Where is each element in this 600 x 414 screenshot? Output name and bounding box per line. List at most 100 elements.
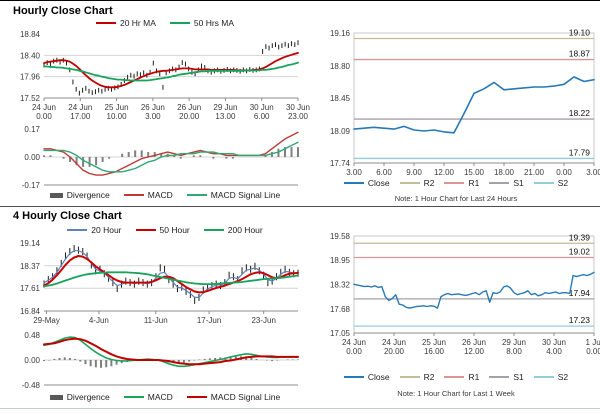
y-tick-label: 18.84 [20,30,41,39]
legend-line-swatch [489,182,510,184]
x-tick-label: 18.00 [494,168,515,177]
plot-frame [353,235,595,334]
series-macd [43,336,299,368]
legend-item: MACD Signal Line [186,190,281,200]
legend-line-swatch [444,182,465,184]
legend-item: R1 [444,178,479,188]
plot-frame [353,32,595,164]
legend-item: R1 [444,372,479,382]
y-tick-label: 17.52 [20,94,41,103]
x-tick-label: 29 Jun [213,103,237,112]
x-tick-label: 30 Jun [250,103,274,112]
x-tick-label: 3.00 [145,112,161,121]
level-label-r1: 19.02 [569,246,591,256]
x-tick-label: 10.00 [107,112,128,121]
level-label-s2: 17.79 [569,147,591,157]
level-label-s1: 18.22 [569,108,591,118]
series-200-hour [43,271,299,288]
legend-item: 200 Hour [203,225,263,235]
four-hourly-macd-chart: 0.48 0.00 -0.48 [22,331,299,390]
x-tick-label: 0.00 [36,112,52,121]
y-tick-label: 18.40 [20,51,41,60]
x-tick-label: 16.00 [424,347,445,356]
legend-line-swatch [399,182,420,184]
legend-line-swatch [203,229,224,231]
y-tick-label: 0.00 [24,153,40,162]
x-tick-label: 23.00 [288,112,309,121]
y-tick-label: 17.68 [330,305,351,314]
y-tick-label: -0.48 [22,381,41,390]
y-tick-label: 18.95 [330,256,351,265]
level-label-r2: 19.39 [569,232,591,242]
x-tick-label: 17.00 [70,112,91,121]
x-tick-label: 21.00 [524,168,545,177]
x-tick-label: 24 Jun [68,103,92,112]
legend-item: 20 Hr MA [95,18,156,28]
series-close [353,271,595,309]
x-tick-label: 25 Jun [105,103,129,112]
legend-label: MACD Signal Line [210,190,281,200]
x-tick-label: 11-Jun [144,316,168,325]
legend-line-swatch [343,376,364,378]
legend-label: R1 [468,372,480,382]
legend-item: MACD [123,392,173,402]
legend-line-swatch [186,396,207,398]
y-tick-label: 0.17 [24,125,40,134]
y-tick-label: 17.61 [20,284,41,293]
legend-item: Close [343,178,390,188]
legend-line-swatch [489,376,510,378]
y-tick-label: 0.00 [24,356,40,365]
four-hourly-chart-title: 4 Hourly Close Chart [13,210,122,222]
x-tick-label: 8.00 [506,347,522,356]
legend-item: Close [343,372,390,382]
bottom-divider [0,408,600,409]
x-tick-label: 26 Jun [141,103,165,112]
legend-item: MACD Signal Line [186,392,281,402]
x-tick-label: 29-May [33,316,60,325]
legend-item: MACD [123,190,173,200]
levels-1w-legend: Close R2 R1 S1 S2 [316,372,596,382]
x-tick-label: 24 Jun [32,103,56,112]
legend-item: S1 [489,372,524,382]
legend-line-swatch [95,22,116,24]
legend-item: R2 [399,178,434,188]
level-label-s1: 17.94 [569,288,591,298]
hourly-macd-chart: 0.17 0.00 -0.17 [22,125,299,190]
series-macd [43,131,299,176]
legend-item: S1 [489,178,524,188]
x-tick-label: 9.00 [406,168,422,177]
legend-label: R2 [423,372,435,382]
legend-label: 20 Hour [91,225,122,235]
legend-line-swatch [123,194,144,196]
legend-label: MACD [147,190,173,200]
legend-item: Divergence [49,190,110,200]
x-tick-label: 0.00 [556,168,572,177]
legend-line-swatch [533,182,554,184]
legend-item: 20 Hour [67,225,122,235]
x-tick-label: 20.00 [179,112,200,121]
series-macd-signal-line [43,337,299,366]
legend-label: MACD Signal Line [210,392,281,402]
legend-label: Close [367,178,390,188]
y-tick-label: 18.45 [330,94,351,103]
legend-label: 50 Hrs MA [193,18,235,28]
y-tick-label: -0.17 [22,181,41,190]
y-tick-label: 0.48 [24,331,40,340]
x-tick-label: 12.00 [464,347,485,356]
x-tick-label: 0.00 [586,347,600,356]
x-tick-label: 30 Jun [286,103,310,112]
legend-label: S1 [513,372,524,382]
legend-line-swatch [169,22,190,24]
legend-label: R1 [468,178,480,188]
x-tick-label: 29 Jun [502,338,526,347]
legend-bar-swatch [49,192,63,198]
series-50-hour [43,255,299,294]
legend-item: S2 [533,178,568,188]
legend-line-swatch [343,182,364,184]
series-50-hrs-ma [43,61,299,82]
x-tick-label: 24 Jun [382,338,406,347]
x-tick-label: 26 Jun [462,338,486,347]
y-tick-label: 18.09 [330,127,351,136]
y-tick-label: 19.14 [20,239,41,248]
legend-label: 200 Hour [227,225,263,235]
